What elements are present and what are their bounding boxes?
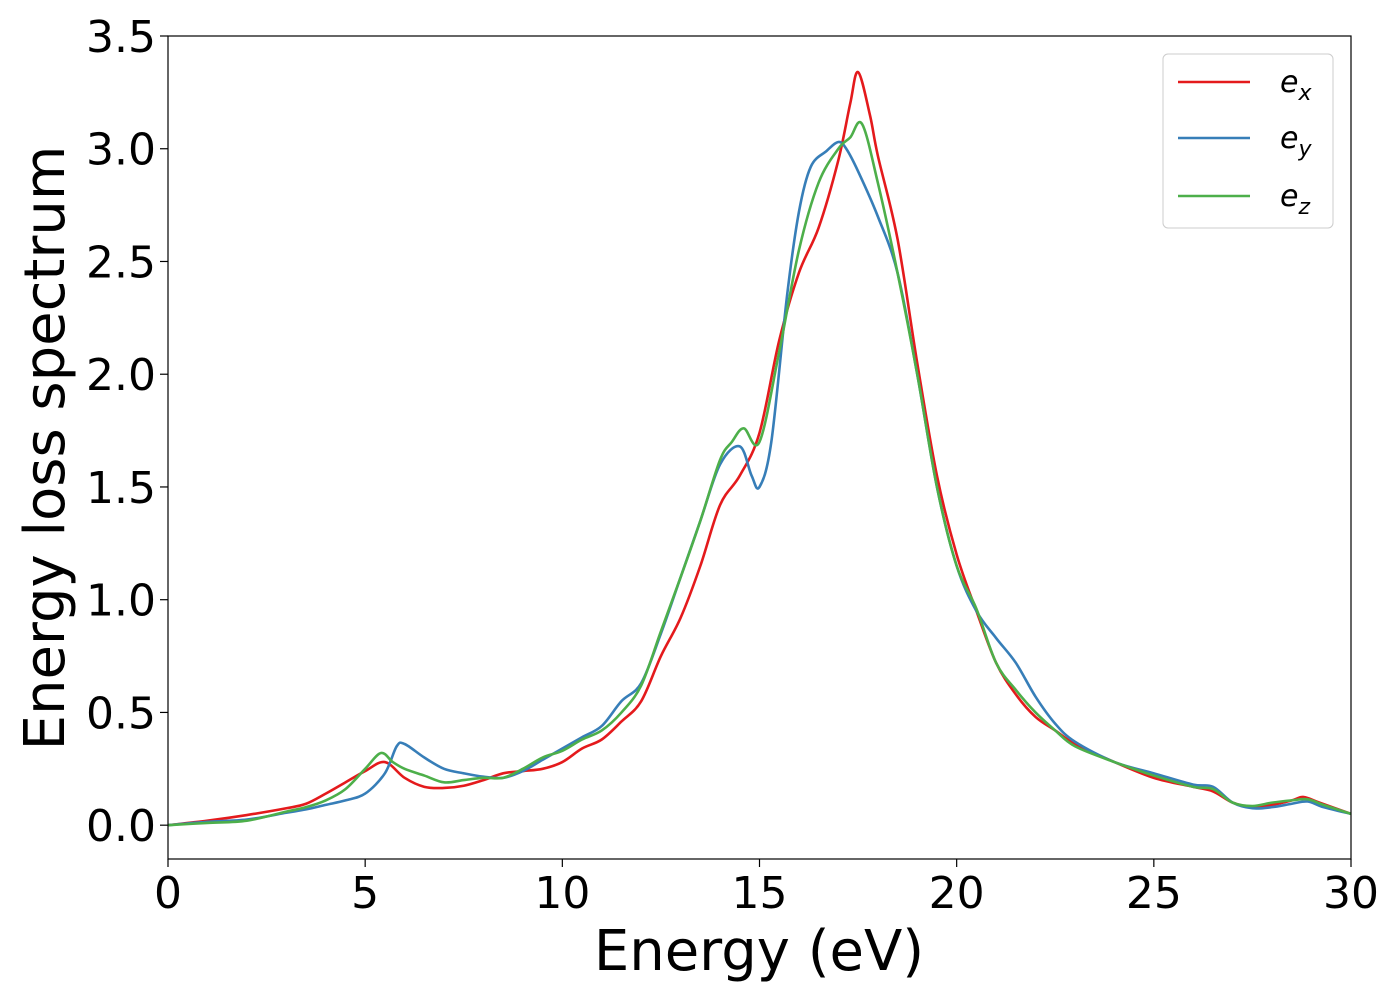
x-tick-label: 5 (351, 868, 379, 919)
x-tick-label: 30 (1323, 868, 1379, 919)
x-tick-label: 10 (534, 868, 590, 919)
y-tick-label: 0.0 (86, 801, 156, 852)
y-tick-label: 1.5 (86, 463, 156, 514)
x-tick-label: 20 (929, 868, 985, 919)
y-axis-title: Energy loss spectrum (13, 146, 78, 751)
x-axis-title: Energy (eV) (594, 919, 924, 984)
y-tick-label: 2.5 (86, 237, 156, 288)
y-tick-label: 3.0 (86, 125, 156, 176)
y-tick-label: 1.0 (86, 576, 156, 627)
x-ticks: 0 5 10 15 20 25 30 (154, 859, 1379, 919)
legend-label-e-z: ez (1280, 179, 1310, 220)
x-tick-label: 0 (154, 868, 182, 919)
y-tick-label: 3.5 (86, 12, 156, 63)
y-ticks: 0.0 0.5 1.0 1.5 2.0 2.5 3.0 3.5 (86, 12, 168, 852)
y-tick-label: 2.0 (86, 350, 156, 401)
series-layer (167, 70, 1352, 827)
x-tick-label: 25 (1126, 868, 1182, 919)
legend-box (1162, 53, 1334, 229)
series-line-e-y (167, 140, 1352, 827)
y-tick-label: 0.5 (86, 688, 156, 739)
legend-label-e-y: ey (1280, 121, 1312, 162)
legend-label-e-x: ex (1280, 65, 1312, 106)
legend: ex ey ez (1162, 53, 1334, 229)
x-tick-label: 15 (732, 868, 788, 919)
series-line-e-z (167, 120, 1352, 827)
